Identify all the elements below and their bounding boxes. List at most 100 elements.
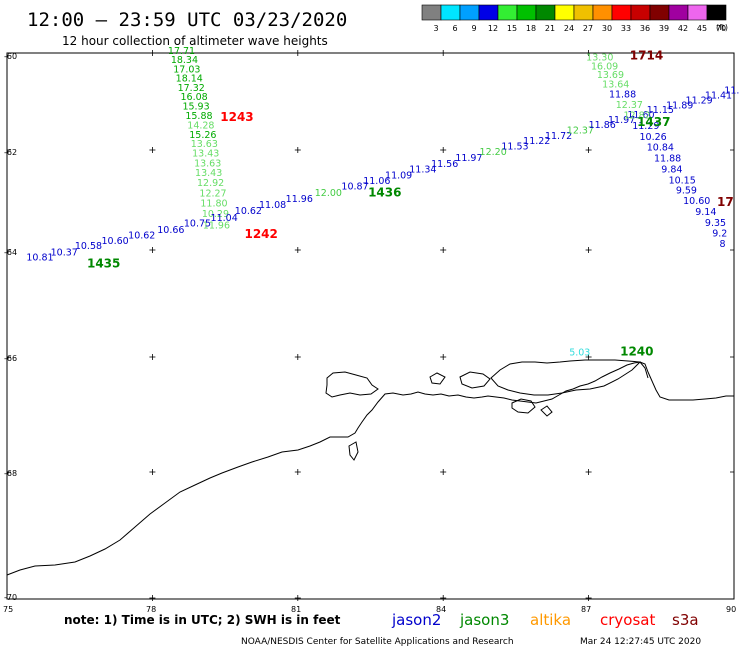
lat-lon-grid-marks [7,50,734,601]
wave-height-label: 8 [719,239,725,250]
legend-swatch-label: 30 [602,24,612,33]
wave-height-label: 17.03 [173,64,200,75]
lat-label: -70 [4,593,17,602]
satellite-s3a: s3a [672,611,699,629]
wave-height-label: 12.37 [616,100,643,111]
wave-height-label: 11.96 [286,194,313,205]
legend-swatch-label: 36 [640,24,650,33]
legend-swatch-label: 39 [659,24,669,33]
lon-label: 87 [581,605,591,614]
track-north-south-1714: 13.3016.0913.6913.6411.8812.3712.8211.29… [586,48,734,250]
wave-height-label: 11.89 [666,100,693,111]
lon-label: 78 [146,605,156,614]
wave-height-label: 15.88 [185,111,212,122]
wave-height-label: 13.64 [602,79,629,90]
wave-height-label: 11.08 [259,200,286,211]
pass-time-label: 1242 [244,227,277,241]
wave-height-label: 11.97 [455,153,482,164]
wave-height-label: 12.20 [480,147,507,158]
pass-time-label: 1436 [368,186,401,200]
legend-swatch [630,4,651,21]
wave-height-label: 11.29 [632,121,659,132]
legend-swatch [440,4,461,21]
lon-label: 90 [726,605,736,614]
coastline [6,359,734,576]
pass-time-label: 1437 [637,115,670,129]
legend-swatch [687,4,708,21]
wave-height-label: 11.29 [686,95,713,106]
wave-height-label: 11.06 [363,176,390,187]
wave-height-label: 11.41 [705,91,732,102]
wave-height-label: 13.30 [586,52,613,63]
legend-swatch-label: 24 [564,24,574,33]
wave-height-label: 9.59 [676,186,697,197]
wave-height-label: 10.66 [157,225,184,236]
wave-height-label: 10.37 [51,247,78,258]
wave-height-label: 10.26 [639,132,666,143]
legend-swatch [668,4,689,21]
legend-swatch-label: 15 [507,24,517,33]
pass-time-label: 17 [717,195,734,209]
wave-height-label: 12.37 [567,126,594,137]
legend-swatch-label: 3 [433,24,438,33]
wave-height-label: 16.08 [181,92,208,103]
lat-label: -60 [4,52,17,61]
wave-height-label: 15.93 [182,101,209,112]
wave-height-label: 11.04 [211,213,238,224]
wave-height-label: 11.11 [724,86,740,97]
satellite-jason2: jason2 [391,611,441,629]
wave-height-label: 12.27 [199,189,226,200]
legend-swatch [592,4,613,21]
legend-swatch [535,4,556,21]
wave-height-label: 11.53 [501,142,528,153]
wave-height-label: 12.00 [315,188,342,199]
lon-label: 81 [291,605,301,614]
map-title: 12:00 – 23:59 UTC 03/23/2020 [27,9,347,31]
legend-swatch [516,4,537,21]
wave-height-label: 11.88 [654,154,681,165]
wave-height-label: 9.2 [712,229,727,240]
legend-swatch-label: 33 [621,24,631,33]
wave-height-label: 15.26 [189,130,216,141]
legend-swatch-label: 70 [716,24,726,33]
wave-height-legend: 3 6 9 12 15 18 21 24 27 30 33 36 39 42 45 70 [421,4,727,33]
map-frame [6,52,735,600]
wave-height-label: 9.14 [695,207,716,218]
wave-height-label: 18.14 [176,74,203,85]
wave-height-label: 10.62 [235,206,262,217]
wave-height-label: 17.71 [168,46,195,57]
wave-height-label: 10.29 [202,209,229,220]
wave-height-label: 12.92 [197,178,224,189]
longitude-labels: 75 78 81 84 87 90 [3,605,736,614]
wave-height-label: 11.97 [608,115,635,126]
latitude-labels: -60 -62 -64 -66 -68 -70 [4,52,17,602]
wave-height-label: 11.86 [589,120,616,131]
wave-height-label: 10.81 [26,253,53,264]
wave-height-label: 16.09 [591,61,618,72]
legend-swatch [478,4,499,21]
wave-height-label: 11.56 [431,159,458,170]
wave-height-label: 11.34 [409,165,436,176]
credit-line: NOAA/NESDIS Center for Satellite Applica… [241,637,514,647]
legend-swatch [611,4,632,21]
wave-height-label: 11.22 [523,136,550,147]
wave-height-label: 10.62 [128,231,155,242]
wave-height-label: 18.34 [171,55,198,66]
legend-swatch [421,4,442,21]
track-coast-1240: 5.03 1240 [569,344,653,358]
wave-height-label: 10.58 [75,241,102,252]
wave-height-label: 12.82 [623,110,650,121]
wave-height-label: 11.96 [203,221,230,232]
wave-height-label: 17.32 [178,83,205,94]
wave-height-label: 11.72 [545,131,572,142]
lat-label: -68 [4,469,17,478]
legend-swatch-label: 42 [678,24,688,33]
wave-height-label: 9.84 [661,165,682,176]
legend-swatch [497,4,518,21]
pass-time-label: 1714 [630,48,663,62]
wave-height-label: 13.69 [597,70,624,81]
footnote: note: 1) Time is in UTC; 2) SWH is in fe… [64,613,341,627]
legend-swatch-label: 9 [471,24,476,33]
legend-swatch-label: 12 [488,24,498,33]
